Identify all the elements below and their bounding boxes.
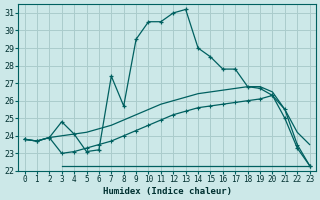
- X-axis label: Humidex (Indice chaleur): Humidex (Indice chaleur): [103, 187, 232, 196]
